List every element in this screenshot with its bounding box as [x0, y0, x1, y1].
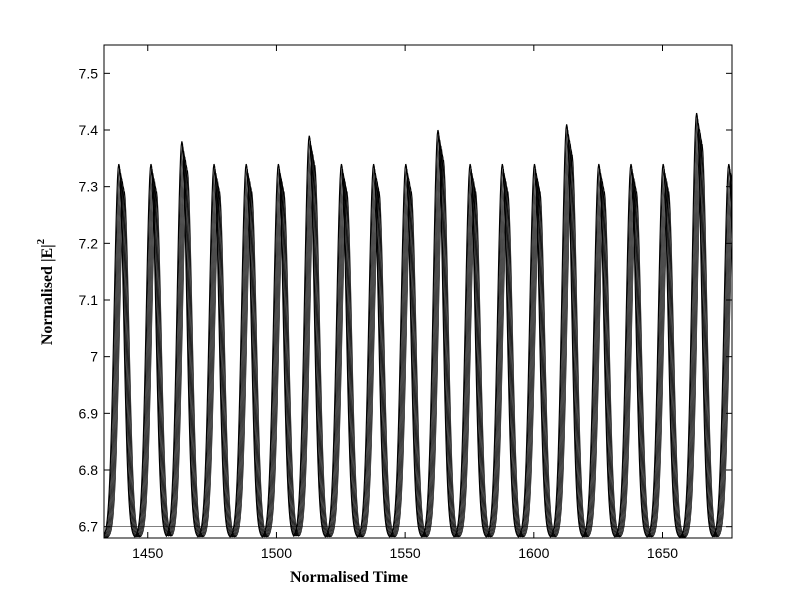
y-tick-label: 6.7 [79, 519, 99, 535]
y-tick-label: 6.9 [79, 405, 99, 421]
series-line [104, 127, 732, 538]
series-line [104, 123, 732, 538]
y-tick-label: 7.5 [79, 65, 99, 81]
y-axis-title-group: Normalised |E|2 [35, 238, 56, 345]
x-tick-label: 1500 [261, 545, 292, 561]
y-tick-label: 7 [90, 349, 98, 365]
series-line [104, 118, 732, 538]
x-tick-label: 1550 [390, 545, 421, 561]
plot-frame [103, 44, 733, 539]
series-group [104, 112, 732, 538]
y-tick-label: 7.4 [79, 122, 99, 138]
series-line [104, 132, 732, 538]
series-line [104, 144, 732, 538]
y-axis-title-superscript: 2 [35, 238, 47, 244]
y-axis-ticks: 6.7 6.8 6.9 7 7.1 7.2 7.3 7.4 7.5 [79, 65, 732, 535]
series-line [104, 112, 732, 538]
y-tick-label: 7.3 [79, 179, 99, 195]
series-layer [104, 112, 732, 538]
x-tick-label: 1650 [647, 545, 678, 561]
series-line [104, 138, 732, 538]
y-tick-label: 6.8 [79, 462, 99, 478]
x-axis-ticks: 1450 1500 1550 1600 1650 [132, 45, 678, 561]
y-axis-title-text: Normalised |E| [39, 244, 56, 345]
x-tick-label: 1600 [518, 545, 549, 561]
y-tick-label: 7.2 [79, 235, 99, 251]
x-tick-label: 1450 [132, 545, 163, 561]
y-tick-label: 7.1 [79, 292, 99, 308]
y-axis-title: Normalised |E|2 [35, 238, 56, 345]
x-axis-title: Normalised Time [290, 569, 408, 586]
